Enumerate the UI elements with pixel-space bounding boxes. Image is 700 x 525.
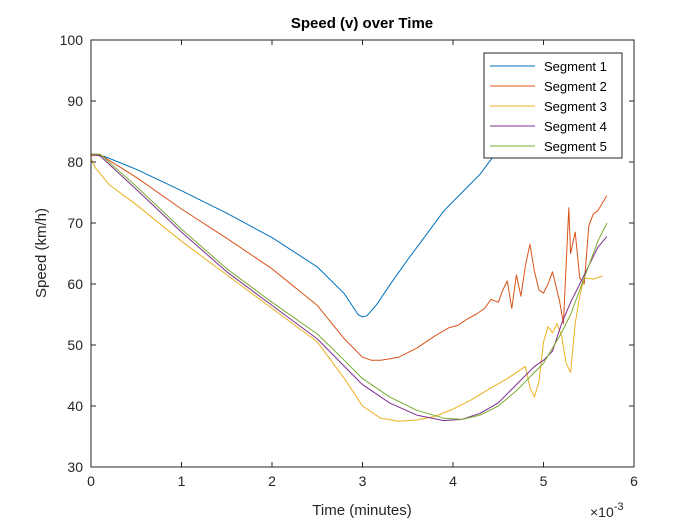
series-layer [90,153,608,422]
y-tick-label: 90 [67,93,83,109]
x-tick-label: 1 [178,473,186,489]
x-axis-label: Time (minutes) [312,502,411,519]
y-tick-label: 40 [67,398,83,414]
x-axis-exponent: ×10-3 [590,501,624,520]
series-line-segment-2 [90,154,608,361]
y-tick-label: 50 [67,337,83,353]
y-tick-label: 60 [67,276,83,292]
legend-label-segment-3: Segment 3 [544,99,607,114]
x-tick-label: 5 [540,473,548,489]
x-axis-exponent-base: ×10 [590,504,614,520]
series-line-segment-3 [90,158,603,422]
tick-layer: 0 1 2 3 4 5 6 30 40 50 60 70 80 90 100 [60,32,638,489]
chart-title: Speed (v) over Time [291,15,433,32]
series-line-segment-1 [90,153,495,318]
legend-entries: Segment 1 Segment 2 Segment 3 Segment 4 Segm… [490,59,607,154]
legend: Segment 1 Segment 2 Segment 3 Segment 4 Segm… [483,52,623,159]
x-tick-label: 4 [449,473,457,489]
legend-label-segment-2: Segment 2 [544,79,607,94]
y-axis-label: Speed (km/h) [33,208,50,298]
legend-label-segment-1: Segment 1 [544,59,607,74]
x-axis-exponent-power: -3 [614,501,624,513]
x-tick-label: 0 [87,473,95,489]
x-tick-label: 3 [359,473,367,489]
legend-label-segment-5: Segment 5 [544,139,607,154]
y-tick-label: 80 [67,154,83,170]
series-line-segment-5 [91,153,608,420]
y-tick-label: 30 [67,459,83,475]
x-tick-label: 6 [630,473,638,489]
legend-label-segment-4: Segment 4 [544,119,607,134]
y-tick-label: 70 [67,215,83,231]
x-tick-label: 2 [268,473,276,489]
y-tick-label: 100 [60,32,84,48]
